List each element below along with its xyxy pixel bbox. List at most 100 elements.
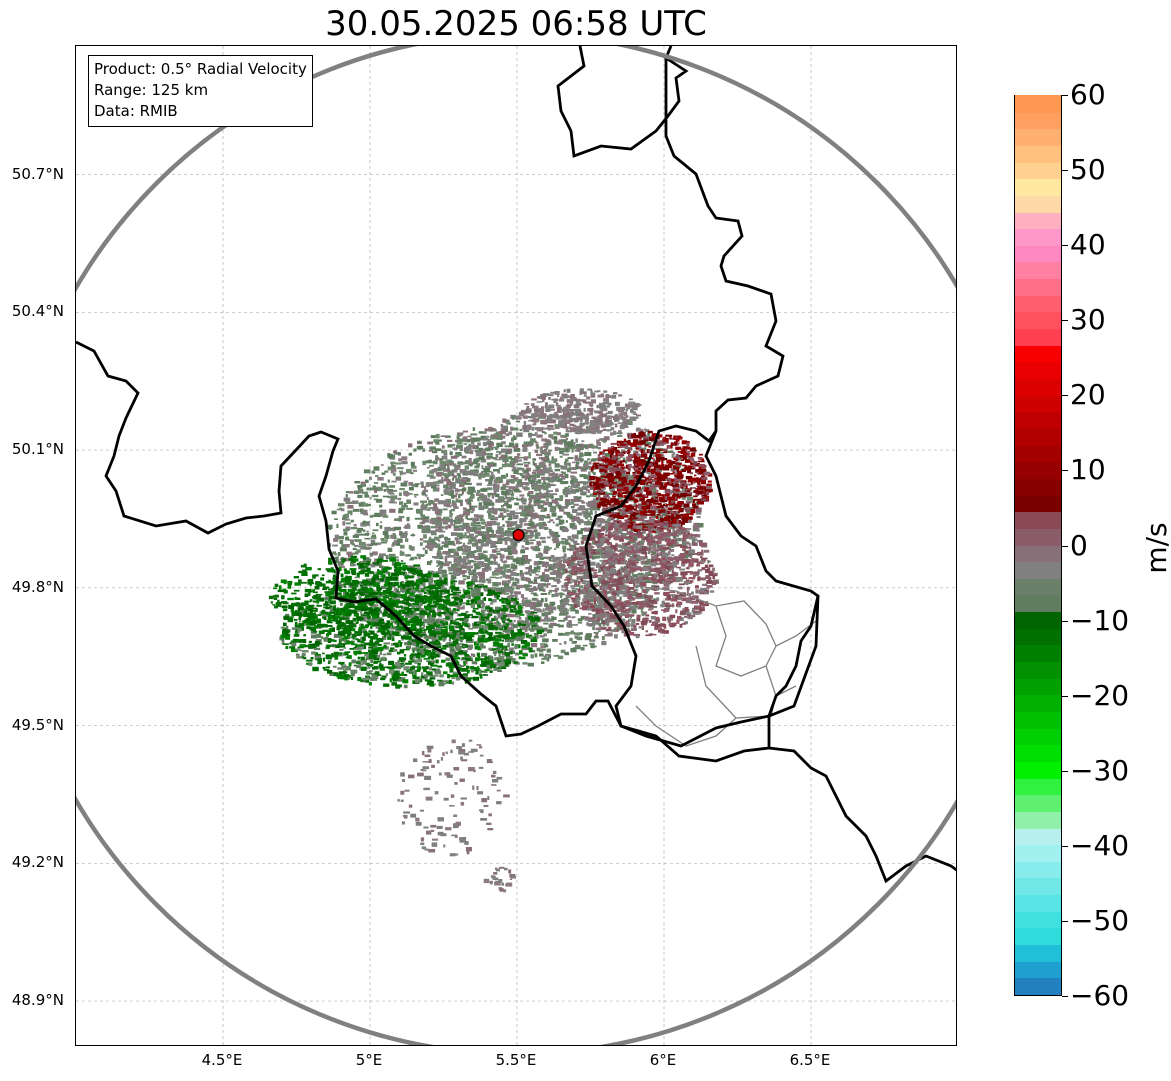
echo-pixel — [663, 477, 671, 481]
echo-pixel — [449, 472, 454, 476]
echo-pixel — [561, 538, 566, 540]
echo-pixel — [525, 415, 531, 418]
echo-pixel — [421, 503, 425, 508]
echo-pixel — [310, 626, 316, 631]
echo-pixel — [411, 465, 417, 469]
echo-pixel — [308, 600, 312, 603]
echo-pixel — [507, 517, 513, 521]
echo-pixel — [393, 664, 398, 669]
echo-pixel — [518, 505, 524, 510]
echo-pixel — [440, 494, 444, 496]
echo-pixel — [449, 451, 453, 456]
echo-pixel — [624, 480, 631, 485]
echo-pixel — [421, 529, 428, 533]
echo-pixel — [512, 581, 517, 585]
echo-pixel — [525, 599, 532, 603]
echo-pixel — [583, 572, 591, 577]
echo-pixel — [359, 679, 365, 682]
echo-pixel — [538, 495, 545, 499]
echo-pixel — [473, 572, 479, 576]
echo-pixel — [385, 554, 389, 560]
echo-pixel — [333, 557, 336, 560]
echo-pixel — [504, 586, 511, 590]
echo-pixel — [533, 578, 538, 584]
echo-pixel — [324, 636, 329, 640]
echo-pixel — [420, 675, 426, 679]
echo-pixel — [447, 540, 455, 546]
echo-pixel — [550, 495, 554, 499]
echo-pixel — [424, 486, 427, 491]
echo-pixel — [387, 479, 390, 483]
echo-pixel — [582, 644, 588, 647]
echo-pixel — [441, 626, 447, 629]
echo-pixel — [538, 602, 543, 605]
echo-pixel — [453, 551, 459, 554]
echo-pixel — [441, 659, 446, 663]
echo-pixel — [362, 529, 366, 533]
echo-pixel — [439, 552, 445, 555]
echo-pixel — [503, 501, 509, 503]
echo-pixel — [453, 543, 456, 547]
echo-pixel — [500, 531, 507, 537]
echo-pixel — [523, 632, 529, 636]
echo-pixel — [505, 606, 512, 610]
echo-pixel — [523, 537, 529, 541]
echo-pixel — [360, 483, 364, 487]
echo-pixel — [482, 602, 486, 607]
echo-pixel — [627, 484, 632, 489]
echo-pixel — [564, 529, 569, 532]
echo-pixel — [405, 554, 411, 557]
echo-pixel — [626, 420, 633, 425]
echo-pixel — [579, 474, 587, 478]
echo-pixel — [518, 617, 522, 620]
echo-pixel — [667, 450, 674, 453]
echo-pixel — [462, 651, 467, 654]
echo-pixel — [568, 544, 572, 547]
echo-pixel — [477, 630, 481, 634]
echo-pixel — [525, 540, 530, 545]
echo-pixel — [581, 501, 586, 504]
echo-pixel — [541, 612, 547, 617]
echo-pixel — [558, 559, 563, 562]
echo-pixel — [519, 614, 525, 616]
echo-pixel — [491, 541, 496, 546]
echo-pixel — [522, 662, 528, 665]
echo-pixel — [559, 611, 566, 614]
echo-pixel — [484, 606, 490, 609]
echo-pixel — [514, 502, 519, 506]
echo-pixel — [350, 540, 354, 543]
echo-pixel — [408, 443, 413, 448]
echo-pixel — [464, 619, 469, 623]
echo-pixel — [452, 499, 455, 502]
echo-pixel — [605, 454, 611, 457]
echo-pixel — [429, 476, 436, 479]
radar-map[interactable] — [75, 45, 957, 1046]
echo-pixel — [526, 473, 531, 477]
echo-pixel — [530, 536, 533, 539]
echo-pixel — [603, 575, 609, 578]
echo-pixel — [534, 473, 537, 477]
echo-pixel — [482, 598, 485, 601]
echo-pixel — [671, 453, 674, 458]
echo-pixel — [538, 554, 544, 558]
echo-pixel — [337, 667, 344, 670]
echo-pixel — [429, 680, 434, 685]
echo-pixel — [590, 458, 597, 462]
echo-pixel — [528, 610, 535, 613]
echo-pixel — [524, 555, 528, 560]
echo-pixel — [488, 628, 491, 631]
echo-pixel — [420, 500, 427, 503]
echo-pixel — [492, 521, 497, 526]
echo-pixel — [493, 662, 499, 666]
echo-pixel — [364, 632, 371, 637]
echo-pixel — [565, 520, 568, 523]
echo-pixel — [562, 453, 569, 456]
echo-pixel — [416, 613, 420, 616]
echo-pixel — [557, 515, 563, 519]
echo-pixel — [383, 634, 387, 638]
echo-pixel — [412, 674, 417, 680]
echo-pixel — [365, 619, 371, 622]
echo-pixel — [441, 473, 447, 476]
echo-pixel — [399, 488, 405, 491]
echo-pixel — [376, 617, 383, 620]
